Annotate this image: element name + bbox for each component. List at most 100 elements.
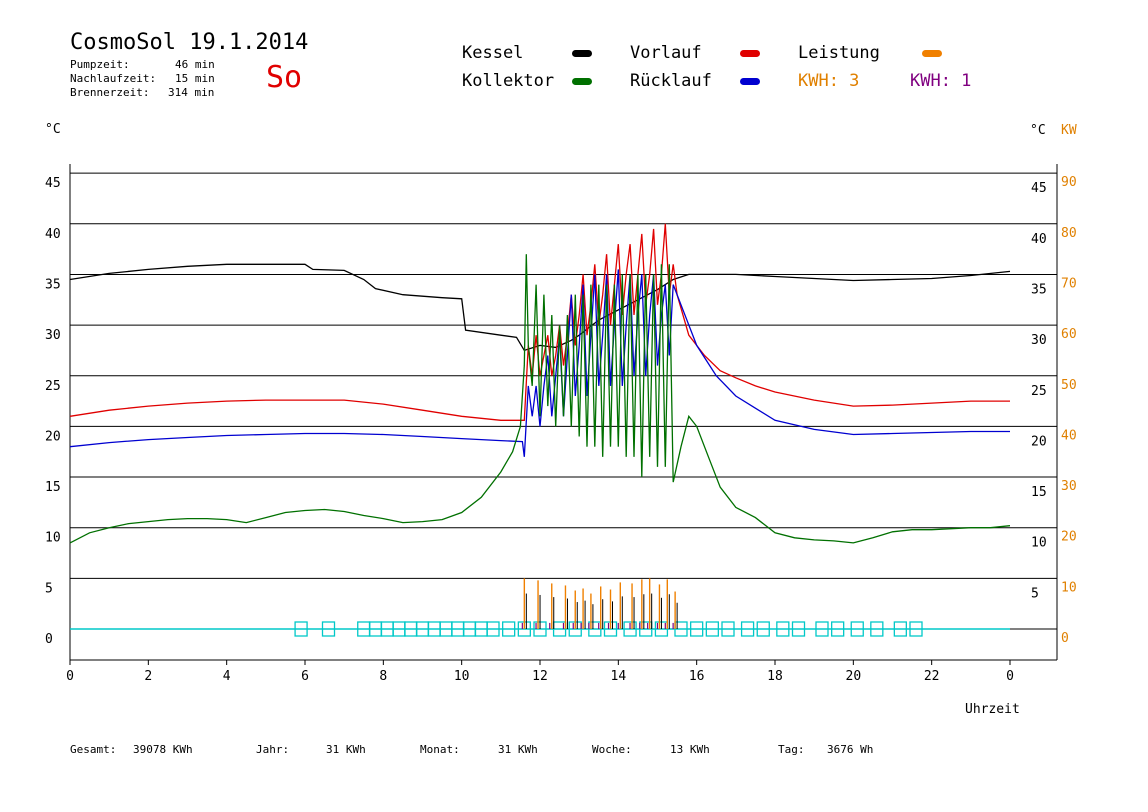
day-of-week: So [266,60,303,95]
x-tick-label: 16 [689,669,705,684]
x-tick-label: 6 [301,669,309,684]
chart-series [69,223,1011,544]
footer-gesamt-label: Gesamt: [70,743,117,756]
x-tick-label: 10 [454,669,470,684]
x-tick-label: 12 [532,669,548,684]
power-spikes [521,578,678,629]
footer-tag-value: 3676 Wh [827,743,874,756]
cyan-marker [705,621,719,637]
y-tick-label-left: 30 [45,328,61,343]
y-tick-label-right-kw: 90 [1061,175,1077,190]
y-tick-label-right-kw: 20 [1061,530,1077,545]
y-tick-label-right-c: 45 [1031,181,1047,196]
cyan-marker [776,621,790,637]
cyan-marker [486,621,500,637]
y-tick-label-right-kw: 0 [1061,631,1069,646]
footer-gesamt-value: 39078 KWh [133,743,193,756]
footer-jahr-label: Jahr: [256,743,290,756]
y-tick-label-left: 10 [45,531,61,546]
brenner-time-label: Brennerzeit: [70,86,150,99]
legend-kwh-purple: KWH: 1 [910,71,972,91]
cyan-marker [502,621,516,637]
chart-title: CosmoSol 19.1.2014 [70,30,309,55]
y-tick-label-right-kw: 30 [1061,479,1077,494]
right-axis-unit-c: °C [1030,123,1046,138]
footer-monat-label: Monat: [420,743,460,756]
cyan-marker [740,621,755,637]
y-tick-label-left: 15 [45,480,61,495]
y-tick-label-left: 5 [45,581,53,596]
y-tick-label-right-c: 10 [1031,536,1047,551]
cyan-marker [623,621,637,637]
x-axis-label: Uhrzeit [965,702,1020,717]
legend-kessel-swatch [572,50,592,57]
right-axis-unit-kw: KW [1061,123,1077,138]
cyan-marker [690,621,704,637]
y-tick-label-right-c: 35 [1031,282,1047,297]
x-tick-label: 0 [1006,669,1014,684]
y-tick-label-left: 0 [45,632,53,647]
y-tick-label-right-kw: 60 [1061,327,1077,342]
x-tick-label: 18 [767,669,783,684]
nachlauf-time-label: Nachlaufzeit: [70,72,157,85]
footer-jahr-value: 31 KWh [326,743,366,756]
x-tick-label: 22 [924,669,940,684]
cyan-marker [870,621,884,637]
series-kessel [69,263,1011,352]
y-tick-label-right-c: 5 [1031,586,1039,601]
y-tick-label-left: 25 [45,379,61,394]
footer-tag-label: Tag: [778,743,805,756]
footer-monat-value: 31 KWh [498,743,538,756]
x-tick-label: 8 [379,669,387,684]
left-axis-unit: °C [45,122,61,137]
legend-kollektor-swatch [572,78,592,85]
legend-leistung-swatch [922,50,942,57]
y-tick-label-right-c: 20 [1031,434,1047,449]
cyan-marker [831,621,845,637]
series-kollektor [69,254,1011,544]
cyan-marker [321,621,336,637]
y-tick-label-right-kw: 50 [1061,378,1077,393]
cyan-marker [756,621,770,637]
legend-ruecklauf: Rücklauf [630,71,712,91]
y-tick-label-right-kw: 80 [1061,226,1077,241]
cyan-marker [909,621,923,637]
pump-time-value: 46 min [175,58,215,71]
legend-ruecklauf-swatch [740,78,760,85]
legend-vorlauf: Vorlauf [630,43,702,63]
y-tick-label-right-c: 30 [1031,333,1047,348]
cyan-marker [850,621,864,637]
legend-kwh-orange: KWH: 3 [798,71,860,91]
cyan-marker [815,621,829,637]
y-tick-label-right-c: 15 [1031,485,1047,500]
y-tick-label-left: 20 [45,429,61,444]
x-tick-label: 2 [144,669,152,684]
legend-kessel: Kessel [462,43,524,63]
y-tick-label-right-kw: 10 [1061,580,1077,595]
series-vorlauf [69,223,1010,421]
brenner-time-value: 314 min [168,86,215,99]
y-tick-label-left: 40 [45,227,61,242]
y-tick-label-right-kw: 40 [1061,428,1077,443]
cyan-marker [294,621,308,637]
cyan-marker [721,621,735,637]
y-tick-label-left: 45 [45,176,61,191]
x-tick-label: 14 [611,669,627,684]
legend-vorlauf-swatch [740,50,760,57]
y-tick-label-left: 35 [45,277,61,292]
y-tick-label-right-c: 25 [1031,384,1047,399]
nachlauf-time-value: 15 min [175,72,215,85]
legend-kollektor: Kollektor [462,71,555,91]
chart-grid [70,172,1057,630]
chart-axes [69,164,1058,661]
pump-time-label: Pumpzeit: [70,58,130,71]
series-rücklauf [69,269,1010,457]
x-tick-label: 0 [66,669,74,684]
y-tick-label-right-c: 40 [1031,232,1047,247]
x-tick-label: 4 [223,669,231,684]
cyan-marker [893,621,907,637]
x-tick-label: 20 [846,669,862,684]
cyan-marker [791,621,806,637]
footer-woche-value: 13 KWh [670,743,710,756]
